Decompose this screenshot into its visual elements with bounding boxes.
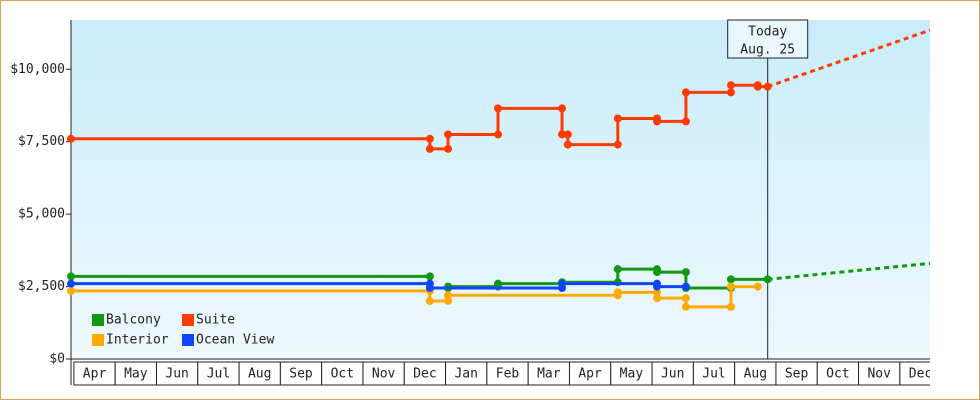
x-tick-label: Jul: [207, 367, 230, 382]
point: [726, 81, 735, 90]
y-tick-label: $0: [49, 352, 65, 367]
point: [681, 268, 690, 277]
x-tick-label: Dec: [413, 367, 436, 382]
y-tick-label: $10,000: [10, 62, 65, 77]
point: [558, 279, 567, 288]
x-tick-label: Jun: [165, 367, 188, 382]
x-tick-label: Dec: [909, 367, 932, 382]
point: [444, 130, 453, 139]
point: [425, 134, 434, 143]
point: [653, 288, 662, 297]
x-tick-label: Nov: [867, 367, 891, 382]
point: [613, 288, 622, 297]
y-tick-label: $7,500: [18, 134, 65, 149]
point: [494, 279, 503, 288]
point: [563, 130, 572, 139]
point: [425, 297, 434, 306]
x-tick-label: Jan: [454, 367, 477, 382]
y-tick-label: $2,500: [18, 279, 65, 294]
legend-swatch: [92, 314, 104, 326]
point: [753, 282, 762, 291]
point: [67, 134, 75, 143]
y-tick-label: $5,000: [18, 207, 65, 222]
point: [558, 104, 567, 113]
point: [67, 286, 75, 295]
point: [563, 140, 572, 149]
projection-line: [767, 28, 931, 89]
point: [681, 282, 690, 291]
x-tick-label: Sep: [289, 367, 313, 382]
today-label: Aug. 25: [740, 43, 795, 58]
x-tick-label: May: [124, 367, 148, 382]
x-tick-label: May: [620, 367, 644, 382]
plot-area: [71, 20, 930, 359]
legend-swatch: [182, 314, 194, 326]
x-tick-label: Feb: [496, 367, 520, 382]
legend-label: Suite: [196, 313, 235, 328]
today-box: [727, 19, 809, 59]
point: [613, 114, 622, 123]
point: [753, 82, 762, 91]
x-tick-label: Oct: [826, 367, 849, 382]
point: [444, 297, 453, 306]
x-tick-label: Aug: [744, 367, 767, 382]
legend-label: Ocean View: [196, 333, 274, 348]
x-tick-label: Jul: [702, 367, 725, 382]
point: [425, 272, 434, 281]
point: [726, 275, 735, 284]
point: [681, 117, 690, 126]
legend-label: Interior: [106, 333, 169, 348]
x-tick-label: Nov: [372, 367, 396, 382]
point: [681, 302, 690, 311]
legend-label: Balcony: [106, 313, 161, 328]
today-label: Today: [748, 25, 787, 40]
x-tick-label: Sep: [785, 367, 809, 382]
point: [494, 130, 503, 139]
x-tick-label: Aug: [248, 367, 271, 382]
point: [444, 291, 453, 300]
point: [494, 104, 503, 113]
x-tick-label: Apr: [578, 367, 602, 382]
point: [681, 88, 690, 97]
point: [763, 275, 772, 284]
point: [613, 140, 622, 149]
point: [763, 82, 772, 91]
point: [613, 265, 622, 274]
month-cell: [899, 361, 930, 386]
legend-swatch: [92, 334, 104, 346]
point: [444, 144, 453, 153]
point: [726, 282, 735, 291]
x-tick-label: Apr: [83, 367, 107, 382]
point: [726, 302, 735, 311]
point: [67, 279, 75, 288]
point: [726, 88, 735, 97]
point: [67, 272, 75, 281]
point: [653, 294, 662, 303]
point: [653, 282, 662, 291]
legend-swatch: [182, 334, 194, 346]
projection-line: [767, 261, 931, 281]
point: [425, 284, 434, 293]
point: [681, 294, 690, 303]
x-tick-label: Jun: [661, 367, 684, 382]
point: [425, 144, 434, 153]
point: [558, 130, 567, 139]
point: [653, 117, 662, 126]
point: [653, 268, 662, 277]
x-tick-label: Mar: [537, 367, 561, 382]
x-tick-label: Oct: [331, 367, 354, 382]
